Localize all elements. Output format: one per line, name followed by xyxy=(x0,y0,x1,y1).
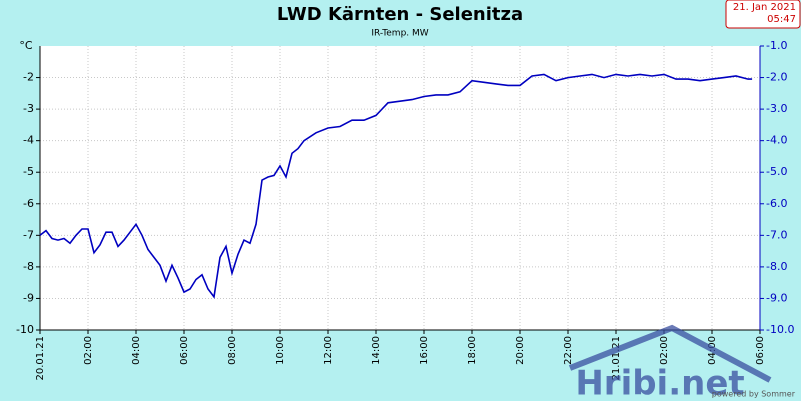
timestamp: 21. Jan 2021 xyxy=(733,2,796,13)
y-tick-label: -3 xyxy=(23,102,34,115)
y2-tick-label: -2.0 xyxy=(766,71,787,84)
watermark: Hribi.net xyxy=(568,324,772,401)
x-tick-label: 12:00 xyxy=(323,336,334,365)
x-tick-label: 04:00 xyxy=(131,336,142,365)
credit: powered by Sommer xyxy=(712,390,796,399)
y2-tick-label: -1.0 xyxy=(766,39,787,52)
y2-tick-label: -8.0 xyxy=(766,260,787,273)
x-tick-label: 22:00 xyxy=(563,336,574,365)
watermark-roof xyxy=(568,324,772,383)
chart-subtitle: IR-Temp. MW xyxy=(371,29,428,39)
data-line xyxy=(39,73,753,299)
y-tick-label: -4 xyxy=(23,134,34,147)
chart-title: LWD Kärnten - Selenitza xyxy=(277,4,523,25)
y2-tick-label: -4.0 xyxy=(766,134,787,147)
x-tick-label: 08:00 xyxy=(227,336,238,365)
y-axis-label: °C xyxy=(19,39,33,52)
y2-tick-label: -5.0 xyxy=(766,165,787,178)
x-tick-label: 20.01.21 xyxy=(35,336,46,381)
x-tick-label: 20:00 xyxy=(515,336,526,365)
x-tick-label: 02:00 xyxy=(83,336,94,365)
x-tick-label: 06:00 xyxy=(179,336,190,365)
y-tick-label: -5 xyxy=(23,165,34,178)
timestamp-box xyxy=(725,0,801,29)
x-tick-label: 21.01.21 xyxy=(611,336,622,381)
timestamp: 05:47 xyxy=(767,14,796,25)
x-tick-label: 16:00 xyxy=(419,336,430,365)
watermark-text: Hribi.net xyxy=(575,364,744,401)
y-tick-label: -6 xyxy=(23,197,34,210)
x-tick-label: 06:00 xyxy=(755,336,766,365)
y-tick-label: -7 xyxy=(23,228,34,241)
plot-area xyxy=(40,46,760,330)
y-tick-label: -10 xyxy=(16,323,34,336)
y2-tick-label: -7.0 xyxy=(766,228,787,241)
y2-tick-label: -3.0 xyxy=(766,102,787,115)
x-tick-label: 02:00 xyxy=(659,336,670,365)
y2-tick-label: -10.0 xyxy=(766,323,794,336)
x-tick-label: 14:00 xyxy=(371,336,382,365)
y-tick-label: -8 xyxy=(23,260,34,273)
y-tick-label: -9 xyxy=(23,291,34,304)
x-tick-label: 10:00 xyxy=(275,336,286,365)
y-tick-label: -2 xyxy=(23,71,34,84)
y2-tick-label: -6.0 xyxy=(766,197,787,210)
y2-tick-label: -9.0 xyxy=(766,291,787,304)
x-tick-label: 18:00 xyxy=(467,336,478,365)
